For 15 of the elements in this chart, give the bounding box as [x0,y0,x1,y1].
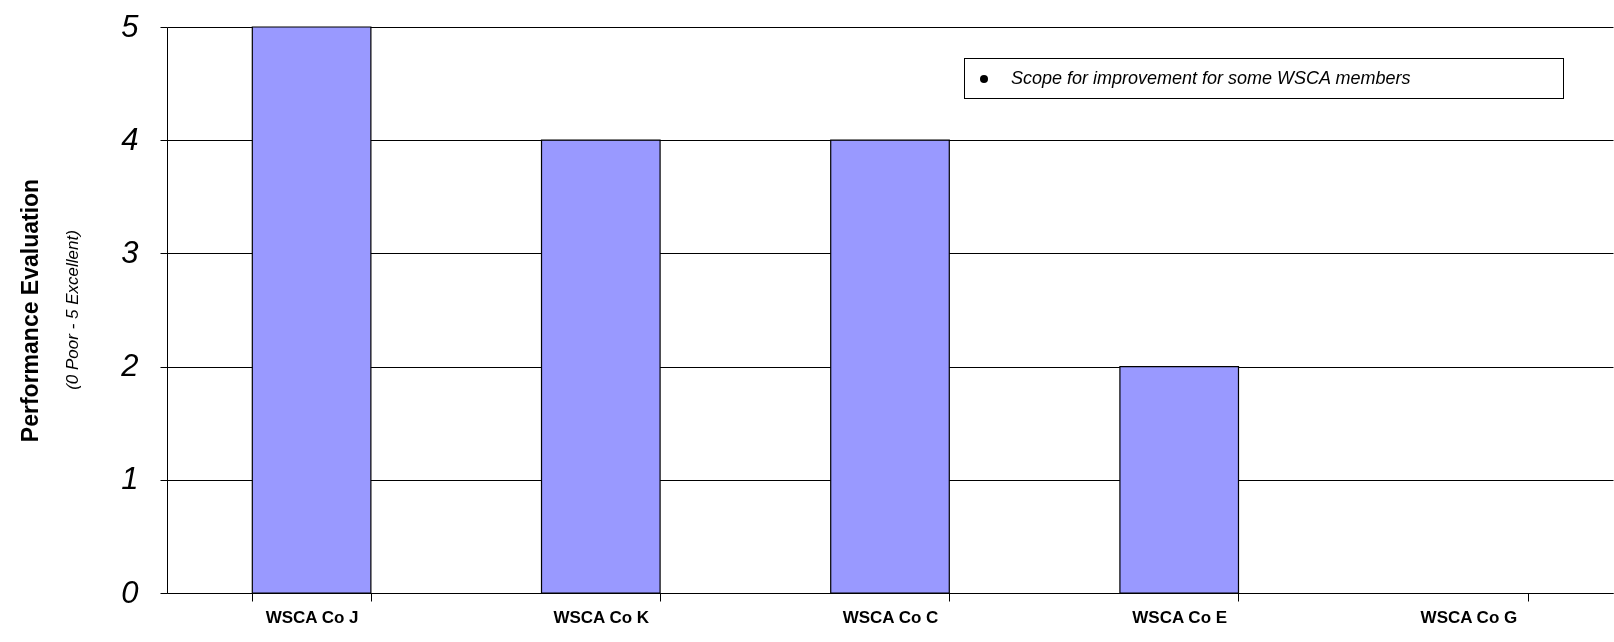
x-tick-label: WSCA Co C [842,607,939,627]
y-tick-label: 0 [121,574,139,610]
x-tick-label: WSCA Co E [1132,607,1228,627]
x-tick-label: WSCA Co G [1420,607,1518,627]
y-axis-title: Performance Evaluation [17,178,44,443]
y-tick-label: 2 [120,348,139,384]
x-tick-label: WSCA Co J [265,607,359,627]
y-tick-label: 1 [121,461,139,497]
annotation: Scope for improvement for some WSCA members [1011,67,1411,90]
y-tick-label: 4 [121,121,139,157]
text-box: Scope for improvement for some WSCA members [964,58,1564,99]
text: (0 Poor - 5 Excellent) [63,230,82,390]
y-tick-label: 3 [121,234,139,270]
y-tick-label: 5 [121,8,140,44]
x-tick-label: WSCA Co K [553,607,650,627]
